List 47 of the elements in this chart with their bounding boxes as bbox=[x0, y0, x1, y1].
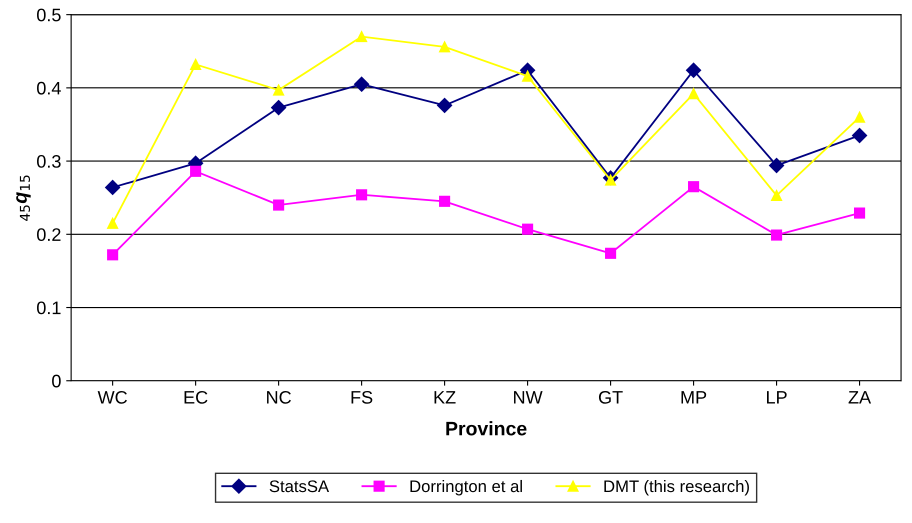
y-tick-label: 0.5 bbox=[37, 8, 61, 22]
point bbox=[771, 229, 782, 241]
x-tick-label: NC bbox=[267, 390, 291, 404]
x-tick-label: NW bbox=[514, 391, 543, 404]
x-tick-label: LP bbox=[767, 391, 787, 404]
point bbox=[439, 196, 450, 207]
x-axis-title: Province bbox=[446, 421, 526, 436]
point bbox=[273, 199, 284, 211]
point bbox=[686, 62, 702, 78]
point bbox=[190, 166, 202, 177]
point bbox=[271, 100, 286, 116]
point bbox=[356, 31, 368, 42]
point bbox=[354, 76, 370, 92]
point bbox=[356, 189, 368, 200]
point bbox=[107, 249, 118, 260]
x-tick-label: FS bbox=[352, 390, 372, 404]
point bbox=[688, 181, 700, 192]
legend-label: DMT (this research) bbox=[604, 480, 749, 496]
point bbox=[771, 190, 782, 202]
point bbox=[437, 98, 452, 114]
point bbox=[688, 88, 700, 100]
y-axis-title: $_{45}$q$_{15}$ bbox=[16, 175, 31, 221]
point bbox=[605, 248, 616, 259]
point bbox=[852, 128, 868, 144]
x-tick-label: WC bbox=[98, 390, 127, 404]
point bbox=[522, 224, 534, 235]
legend-label: Dorrington et al bbox=[410, 480, 522, 496]
y-tick-label: 0.4 bbox=[37, 82, 61, 95]
point bbox=[107, 218, 118, 229]
point bbox=[854, 208, 866, 219]
y-tick-label: 0.1 bbox=[37, 301, 61, 314]
y-tick-label: 0.2 bbox=[37, 228, 61, 242]
point bbox=[439, 41, 450, 52]
legend-label: StatsSA bbox=[270, 480, 330, 492]
x-tick-label: EC bbox=[184, 390, 208, 404]
point bbox=[273, 84, 284, 96]
point bbox=[854, 112, 866, 123]
y-tick-label: 0 bbox=[52, 374, 61, 388]
x-tick-label: MP bbox=[682, 391, 706, 404]
x-tick-label: KZ bbox=[434, 391, 456, 404]
y-tick-label: 0.3 bbox=[37, 155, 61, 168]
x-tick-label: GT bbox=[598, 390, 623, 404]
point bbox=[105, 180, 120, 196]
point bbox=[522, 70, 534, 82]
x-tick-label: ZA bbox=[848, 391, 872, 404]
point bbox=[769, 158, 784, 174]
point bbox=[190, 58, 202, 70]
